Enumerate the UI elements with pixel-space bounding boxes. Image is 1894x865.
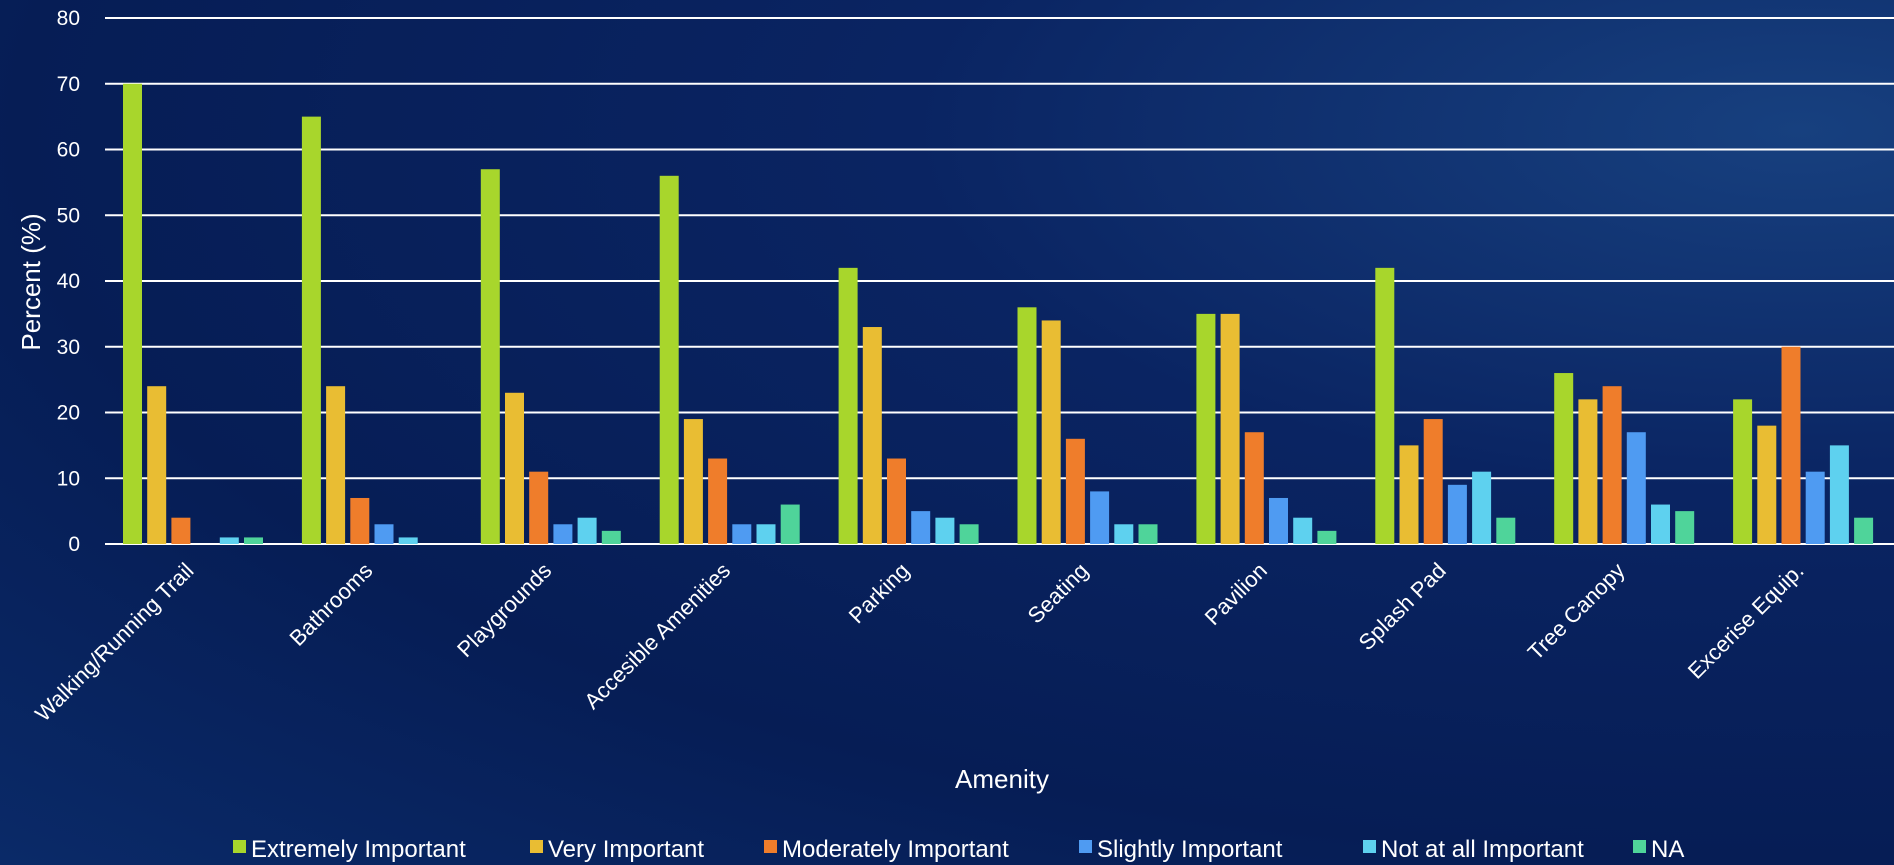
legend-label: NA: [1651, 836, 1684, 863]
x-tick-label: Accesible Amenities: [579, 558, 735, 714]
y-tick-label: 40: [57, 270, 80, 293]
legend: Extremely Important Very Important Moderat…: [233, 836, 1684, 863]
y-tick-label: 50: [57, 204, 80, 227]
bar-extremely-important: [480, 169, 500, 544]
bar-na: [1675, 511, 1695, 544]
x-tick-label: Playgrounds: [452, 558, 556, 662]
bar-not-at-all-important: [935, 517, 955, 544]
legend-swatch: [1079, 840, 1092, 853]
bars: [123, 83, 1874, 545]
y-tick-label: 20: [57, 402, 80, 425]
bar-na: [601, 530, 621, 544]
legend-label: Not at all Important: [1381, 836, 1584, 863]
bar-extremely-important: [1375, 267, 1395, 544]
gridlines: [105, 17, 1894, 545]
bar-moderately-important: [708, 458, 728, 544]
bar-na: [1138, 524, 1158, 544]
bar-very-important: [1220, 313, 1240, 544]
bar-very-important: [147, 386, 167, 544]
bar-slightly-important: [1805, 471, 1825, 544]
bar-very-important: [1399, 445, 1419, 544]
x-tick-label: Excerise Equip.: [1683, 558, 1809, 684]
x-tick-label: Bathrooms: [285, 558, 378, 651]
bar-extremely-important: [1017, 307, 1037, 544]
bar-moderately-important: [1423, 419, 1443, 544]
bar-slightly-important: [374, 524, 394, 544]
bar-extremely-important: [123, 83, 142, 544]
legend-swatch: [233, 840, 246, 853]
bar-not-at-all-important: [398, 537, 418, 544]
bar-very-important: [505, 392, 524, 544]
bar-not-at-all-important: [577, 517, 597, 544]
bar-very-important: [683, 419, 703, 544]
bar-slightly-important: [1447, 484, 1467, 544]
x-axis-labels: Walking/Running Trail Bathrooms Playground…: [30, 558, 1809, 726]
x-tick-label: Splash Pad: [1354, 558, 1451, 655]
x-tick-label: Walking/Running Trail: [30, 558, 198, 726]
bar-slightly-important: [1626, 432, 1646, 544]
y-tick-label: 0: [68, 533, 80, 556]
bar-very-important: [1578, 399, 1598, 544]
bar-very-important: [1757, 425, 1777, 544]
legend-swatch: [1633, 840, 1646, 853]
y-tick-label: 70: [57, 73, 80, 96]
bar-slightly-important: [1269, 497, 1288, 544]
bar-extremely-important: [1733, 399, 1753, 544]
bar-na: [959, 524, 979, 544]
y-axis-ticks: 0 10 20 30 40 50 60 70 80: [57, 7, 80, 556]
bar-na: [780, 504, 800, 544]
legend-swatch: [764, 840, 777, 853]
bar-very-important: [862, 327, 882, 544]
bar-not-at-all-important: [1651, 504, 1670, 544]
bar-moderately-important: [350, 497, 370, 544]
bar-not-at-all-important: [1293, 517, 1313, 544]
bar-not-at-all-important: [1829, 445, 1849, 544]
x-axis-title: Amenity: [955, 764, 1049, 794]
bar-not-at-all-important: [219, 537, 239, 544]
bar-slightly-important: [1090, 491, 1110, 544]
legend-label: Extremely Important: [251, 836, 466, 863]
x-tick-label: Tree Canopy: [1523, 558, 1630, 665]
bar-slightly-important: [732, 524, 752, 544]
bar-extremely-important: [659, 175, 679, 545]
bar-moderately-important: [1065, 438, 1085, 544]
bar-slightly-important: [911, 511, 931, 544]
y-axis-title: Percent (%): [16, 213, 46, 350]
bar-moderately-important: [1244, 432, 1264, 544]
bar-extremely-important: [838, 267, 858, 544]
legend-label: Moderately Important: [782, 836, 1009, 863]
bar-not-at-all-important: [756, 524, 776, 544]
bar-not-at-all-important: [1472, 471, 1492, 544]
bar-moderately-important: [1781, 346, 1801, 544]
bar-na: [1496, 517, 1516, 544]
bar-na: [1854, 517, 1874, 544]
x-tick-label: Pavilion: [1200, 558, 1272, 630]
legend-label: Very Important: [548, 836, 704, 863]
y-tick-label: 60: [57, 139, 80, 162]
bar-very-important: [1041, 320, 1061, 544]
bar-extremely-important: [1554, 373, 1574, 544]
x-tick-label: Parking: [844, 558, 914, 628]
legend-swatch: [1363, 840, 1376, 853]
y-tick-label: 10: [57, 467, 80, 490]
y-tick-label: 30: [57, 336, 80, 359]
bar-not-at-all-important: [1114, 524, 1134, 544]
y-tick-label: 80: [57, 7, 80, 30]
x-tick-label: Seating: [1023, 558, 1093, 628]
bar-moderately-important: [887, 458, 906, 544]
bar-na: [1317, 530, 1337, 544]
bar-slightly-important: [553, 524, 573, 544]
legend-swatch: [530, 840, 543, 853]
bar-na: [244, 537, 263, 544]
bar-extremely-important: [301, 116, 321, 544]
bar-very-important: [326, 386, 346, 544]
bar-moderately-important: [171, 517, 191, 544]
bar-moderately-important: [529, 471, 549, 544]
legend-label: Slightly Important: [1097, 836, 1283, 863]
bar-moderately-important: [1602, 386, 1622, 544]
bar-extremely-important: [1196, 313, 1216, 544]
